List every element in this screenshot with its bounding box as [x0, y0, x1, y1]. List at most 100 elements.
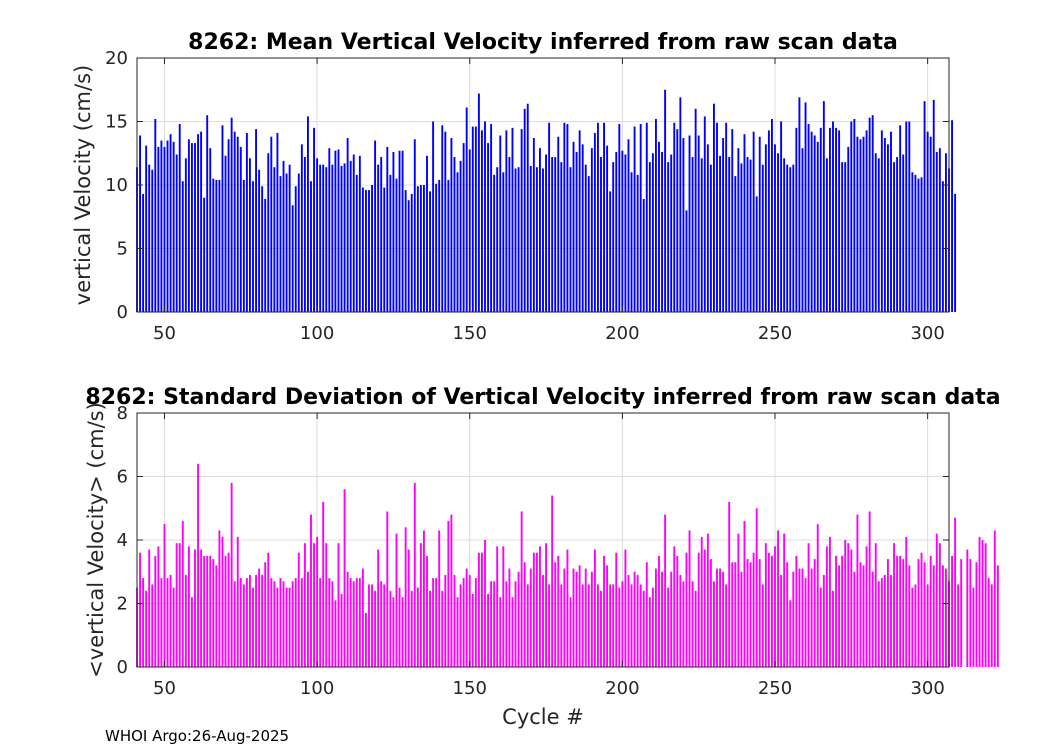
bar: [569, 597, 572, 667]
bar: [899, 125, 902, 312]
ticks-std: 50 100 150 200 250 300 0 2 4 6 8: [117, 403, 949, 699]
bar: [606, 565, 609, 667]
bar: [887, 559, 889, 667]
bar: [416, 587, 419, 668]
bar: [792, 571, 795, 667]
bar: [862, 136, 865, 312]
bar: [447, 520, 450, 667]
bar: [361, 568, 364, 667]
bar: [764, 144, 767, 312]
bar: [368, 584, 370, 667]
bar: [377, 164, 380, 312]
bar: [819, 587, 822, 668]
bar: [535, 167, 538, 312]
bar: [978, 536, 981, 667]
bar: [535, 552, 538, 667]
bar: [407, 200, 410, 312]
bar: [526, 584, 529, 667]
bar: [716, 122, 718, 313]
bar: [929, 555, 932, 668]
bar: [700, 158, 703, 312]
bar: [441, 125, 444, 312]
bar: [230, 117, 233, 312]
bar: [926, 584, 929, 667]
bar: [365, 613, 367, 667]
bars-mean: [136, 89, 957, 313]
bar: [572, 141, 575, 312]
bar: [355, 174, 358, 312]
bar: [917, 178, 920, 312]
bar: [868, 117, 871, 312]
bar: [743, 134, 746, 312]
bar: [856, 514, 859, 667]
x-tick-label: 200: [605, 323, 639, 344]
bar: [578, 565, 581, 667]
bar: [432, 121, 435, 312]
bar: [331, 164, 334, 312]
bar: [642, 590, 645, 667]
bar: [258, 169, 261, 312]
bar: [200, 549, 203, 667]
bar: [703, 116, 706, 312]
bar: [667, 162, 670, 312]
bar: [600, 590, 602, 667]
bar: [166, 140, 169, 312]
bar: [267, 153, 270, 312]
bar: [325, 167, 328, 312]
bar: [291, 205, 294, 312]
bar: [816, 141, 819, 312]
bar: [731, 562, 734, 667]
bar: [343, 489, 346, 667]
bar: [566, 549, 569, 667]
bar: [633, 571, 636, 667]
bar: [517, 571, 520, 667]
bar: [832, 121, 834, 312]
bar: [682, 581, 685, 667]
bar: [252, 587, 254, 668]
bar: [429, 590, 431, 667]
bar: [154, 118, 157, 313]
bar: [639, 584, 642, 667]
bar: [664, 89, 667, 312]
bar: [902, 559, 905, 667]
bar: [600, 157, 602, 312]
bar: [984, 543, 987, 667]
bar: [880, 578, 883, 667]
bar: [197, 463, 199, 667]
bar: [499, 597, 502, 667]
bar: [960, 559, 963, 667]
bar: [725, 584, 728, 667]
bar: [871, 571, 874, 667]
bar: [300, 144, 303, 312]
bar: [673, 122, 676, 313]
bar: [908, 565, 911, 667]
bar: [484, 540, 486, 667]
bar: [316, 536, 319, 667]
bar: [661, 151, 663, 312]
bar: [270, 578, 273, 667]
bar: [719, 155, 721, 312]
bar: [252, 181, 254, 312]
bar: [349, 160, 352, 312]
bar: [990, 584, 993, 667]
bar: [343, 163, 346, 312]
bar: [361, 187, 364, 312]
footer-text: WHOI Argo:26-Aug-2025: [105, 727, 289, 745]
bar: [862, 565, 865, 667]
x-tick-label: 100: [300, 323, 334, 344]
bar: [670, 571, 673, 667]
bar: [771, 118, 773, 313]
bar: [993, 530, 996, 667]
bar: [490, 581, 493, 667]
bar: [783, 158, 786, 312]
bar: [679, 97, 682, 313]
bar: [316, 158, 319, 312]
bar: [969, 559, 972, 667]
bar: [465, 568, 468, 667]
bar: [941, 565, 944, 667]
bar: [410, 193, 413, 312]
bar: [517, 167, 520, 312]
bar: [184, 574, 187, 667]
bar: [832, 590, 834, 667]
bar: [142, 193, 145, 312]
